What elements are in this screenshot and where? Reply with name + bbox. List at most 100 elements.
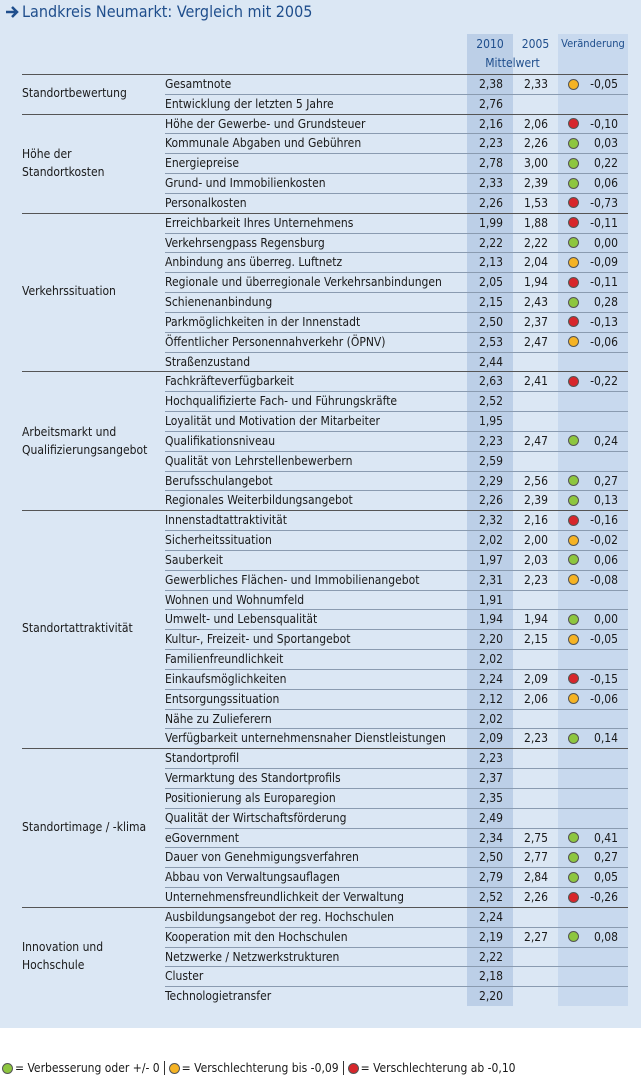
row-line xyxy=(165,391,628,393)
value-2005: 2,75 xyxy=(523,830,548,845)
row-line xyxy=(165,192,628,194)
value-2010: 2,49 xyxy=(478,810,503,825)
value-2005: 1,88 xyxy=(523,215,548,230)
item: Hochqualifizierte Fach- und Führungskräf… xyxy=(165,394,398,409)
change: -0,22 xyxy=(590,374,618,389)
item: Abbau von Verwaltungsauflagen xyxy=(165,870,340,885)
value-2010: 2,05 xyxy=(478,275,503,290)
row-line xyxy=(165,589,628,591)
row-line xyxy=(165,490,628,492)
value-2005: 2,09 xyxy=(523,671,548,686)
change: 0,27 xyxy=(593,850,618,865)
value-2005: 2,22 xyxy=(523,235,548,250)
row-line xyxy=(165,649,628,651)
row-line xyxy=(165,549,628,551)
change: 0,14 xyxy=(593,731,618,746)
indicator xyxy=(568,137,579,149)
subheader: Mittelwert xyxy=(485,56,540,70)
value-2005: 2,03 xyxy=(523,552,548,567)
change: -0,11 xyxy=(590,275,618,290)
value-2005: 2,47 xyxy=(523,334,548,349)
group-label: Höhe der Standortkosten xyxy=(22,147,105,180)
change: 0,28 xyxy=(593,295,618,310)
item: Regionales Weiterbildungsangebot xyxy=(165,493,353,508)
indicator xyxy=(568,157,579,169)
value-2010: 2,23 xyxy=(478,433,503,448)
group-label: Standortimage / -klima xyxy=(22,819,147,834)
row-line xyxy=(165,351,628,353)
col-header: 2005 xyxy=(521,37,550,51)
item: Gesamtnote xyxy=(165,77,232,91)
value-2010: 2,20 xyxy=(478,989,503,1004)
row-line xyxy=(165,847,628,849)
col-2010-bg xyxy=(467,34,513,1006)
item: Höhe der Gewerbe- und Grundsteuer xyxy=(165,116,366,131)
row-line xyxy=(165,728,628,730)
row-line xyxy=(165,133,628,135)
row-line xyxy=(165,926,628,928)
row-line xyxy=(165,609,628,611)
value-2010: 2,33 xyxy=(478,176,503,191)
arrow-icon xyxy=(6,6,19,18)
indicator xyxy=(568,256,579,268)
change: -0,11 xyxy=(590,215,618,230)
indicator xyxy=(568,276,579,288)
value-2005: 2,00 xyxy=(523,533,548,548)
change: 0,24 xyxy=(593,433,618,448)
indicator xyxy=(568,375,579,387)
value-2010: 2,38 xyxy=(478,77,503,91)
item: Qualifikationsniveau xyxy=(165,433,276,448)
indicator xyxy=(568,336,579,348)
value-2010: 2,02 xyxy=(478,652,503,667)
item: Qualität von Lehrstellenbewerbern xyxy=(165,453,353,468)
row-line xyxy=(165,887,628,889)
item: Parkmöglichkeiten in der Innenstadt xyxy=(165,314,361,329)
group-line xyxy=(22,748,628,750)
item: Nähe zu Zulieferern xyxy=(165,711,272,726)
item: Loyalität und Motivation der Mitarbeiter xyxy=(165,414,380,429)
value-2005: 2,23 xyxy=(523,572,548,587)
item: Positionierung als Europaregion xyxy=(165,790,336,805)
item: Straßenzustand xyxy=(165,354,251,369)
item: Gewerbliches Flächen- und Immobilienange… xyxy=(165,572,420,587)
value-2010: 2,23 xyxy=(478,751,503,766)
indicator xyxy=(568,693,579,705)
legend-dot xyxy=(168,1062,180,1074)
indicator xyxy=(568,197,579,209)
item: Entwicklung der letzten 5 Jahre xyxy=(165,96,334,111)
change: -0,13 xyxy=(590,314,618,329)
item: Sauberkeit xyxy=(165,552,223,567)
change: 0,41 xyxy=(593,830,618,845)
value-2010: 2,22 xyxy=(478,949,503,964)
value-2010: 1,91 xyxy=(478,592,503,607)
indicator xyxy=(568,534,579,546)
item: Entsorgungssituation xyxy=(165,691,280,706)
item: Netzwerke / Netzwerkstrukturen xyxy=(165,949,340,964)
row-line xyxy=(165,430,628,432)
value-2010: 2,78 xyxy=(478,156,503,171)
indicator xyxy=(568,851,579,863)
change: -0,06 xyxy=(590,334,618,349)
item: Cluster xyxy=(165,969,204,984)
row-line xyxy=(165,272,628,274)
value-2010: 2,19 xyxy=(478,929,503,944)
value-2010: 2,15 xyxy=(478,295,503,310)
legend-dot xyxy=(347,1062,359,1074)
indicator xyxy=(568,475,579,487)
value-2005: 2,06 xyxy=(523,116,548,131)
row-line xyxy=(165,827,628,829)
value-2010: 2,02 xyxy=(478,711,503,726)
change: -0,05 xyxy=(590,77,618,91)
value-2010: 2,50 xyxy=(478,850,503,865)
value-2005: 2,26 xyxy=(523,136,548,151)
row-line xyxy=(165,331,628,333)
value-2005: 2,23 xyxy=(523,731,548,746)
value-2010: 1,99 xyxy=(478,215,503,230)
value-2010: 2,18 xyxy=(478,969,503,984)
group-line xyxy=(22,906,628,908)
change: 0,06 xyxy=(593,552,618,567)
value-2010: 1,97 xyxy=(478,552,503,567)
change: -0,26 xyxy=(590,890,618,905)
change: -0,15 xyxy=(590,671,618,686)
